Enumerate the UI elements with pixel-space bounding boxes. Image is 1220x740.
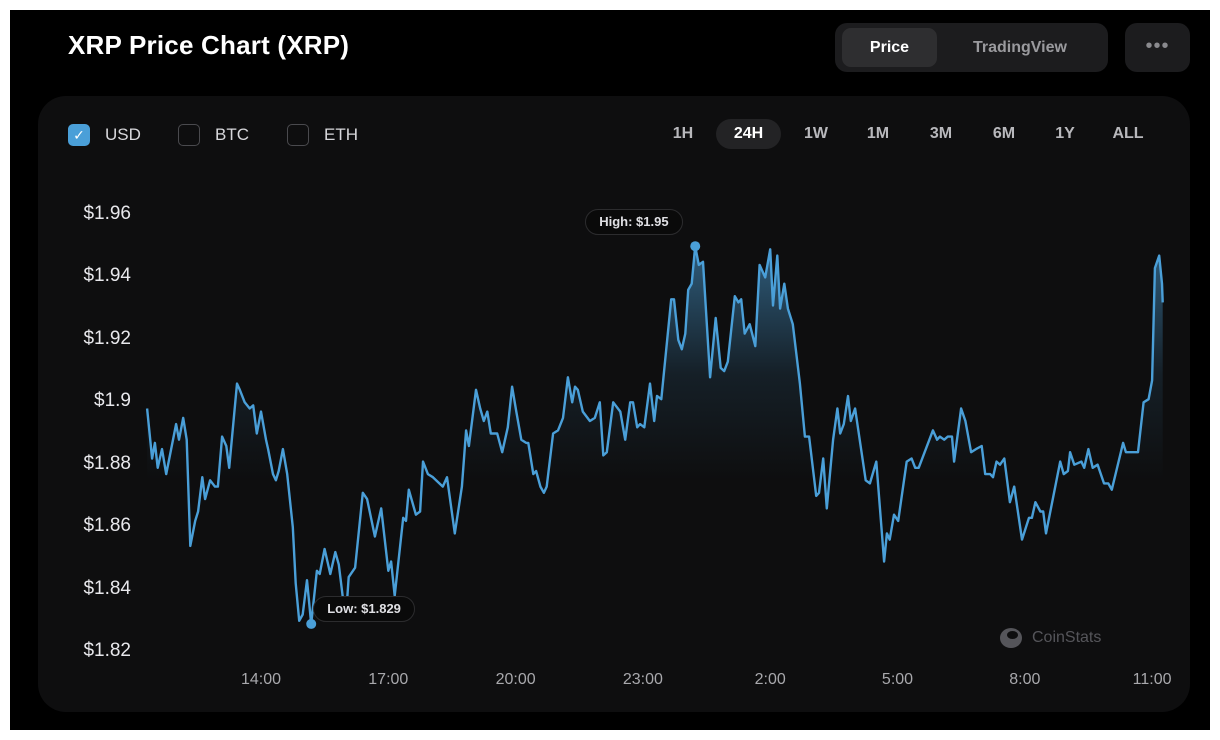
range-1m-tab[interactable]: 1M xyxy=(866,125,890,142)
more-options-button[interactable]: ••• xyxy=(1125,23,1190,72)
range-1h-tab[interactable]: 1H xyxy=(672,125,694,142)
currency-btc-checkbox[interactable]: BTC xyxy=(178,124,249,146)
x-tick-label: 14:00 xyxy=(240,671,282,688)
range-24h-tab[interactable]: 24H xyxy=(716,119,781,149)
y-tick-label: $1.94 xyxy=(83,265,131,287)
high-price-label: High: $1.95 xyxy=(585,209,683,236)
currency-label: USD xyxy=(105,125,141,144)
x-tick-label: 8:00 xyxy=(1009,671,1041,688)
high-marker xyxy=(690,241,701,252)
currency-eth-checkbox[interactable]: ETH xyxy=(287,124,358,146)
coinstats-watermark: CoinStats xyxy=(1000,628,1101,648)
range-3m-tab[interactable]: 3M xyxy=(929,125,953,142)
y-tick-label: $1.86 xyxy=(83,515,131,537)
y-tick-label: $1.88 xyxy=(83,452,131,474)
checkbox-unchecked-icon xyxy=(178,124,200,146)
view-toggle: Price TradingView xyxy=(835,23,1108,72)
low-marker xyxy=(306,618,317,629)
currency-label: ETH xyxy=(324,125,358,144)
range-1w-tab[interactable]: 1W xyxy=(804,125,828,142)
price-area-fill xyxy=(147,246,1163,652)
checkbox-unchecked-icon xyxy=(287,124,309,146)
x-tick-label: 2:00 xyxy=(754,671,786,688)
x-tick-label: 20:00 xyxy=(495,671,536,688)
page-title: XRP Price Chart (XRP) xyxy=(68,30,350,60)
x-tick-label: 23:00 xyxy=(622,671,663,688)
y-tick-label: $1.92 xyxy=(83,327,131,349)
coinstats-logo-icon xyxy=(1000,628,1022,648)
range-1y-tab[interactable]: 1Y xyxy=(1055,125,1075,142)
watermark-text: CoinStats xyxy=(1032,629,1102,646)
checkbox-checked-icon: ✓ xyxy=(68,124,90,146)
y-tick-label: $1.96 xyxy=(83,203,131,224)
y-tick-label: $1.84 xyxy=(83,577,131,599)
range-all-tab[interactable]: ALL xyxy=(1112,125,1144,142)
tradingview-view-button[interactable]: TradingView xyxy=(973,39,1067,56)
x-tick-label: 11:00 xyxy=(1132,671,1172,688)
more-horizontal-icon: ••• xyxy=(1145,35,1170,57)
check-icon: ✓ xyxy=(73,126,85,143)
y-tick-label: $1.82 xyxy=(83,640,131,661)
low-price-label: Low: $1.829 xyxy=(313,595,415,622)
x-tick-label: 5:00 xyxy=(881,671,914,688)
y-tick-label: $1.9 xyxy=(94,390,131,412)
range-6m-tab[interactable]: 6M xyxy=(992,125,1016,142)
price-line xyxy=(145,245,1164,626)
currency-usd-checkbox[interactable]: ✓ USD xyxy=(68,124,141,146)
price-view-button[interactable]: Price xyxy=(842,28,937,67)
currency-label: BTC xyxy=(215,125,249,144)
x-tick-label: 17:00 xyxy=(368,671,409,688)
